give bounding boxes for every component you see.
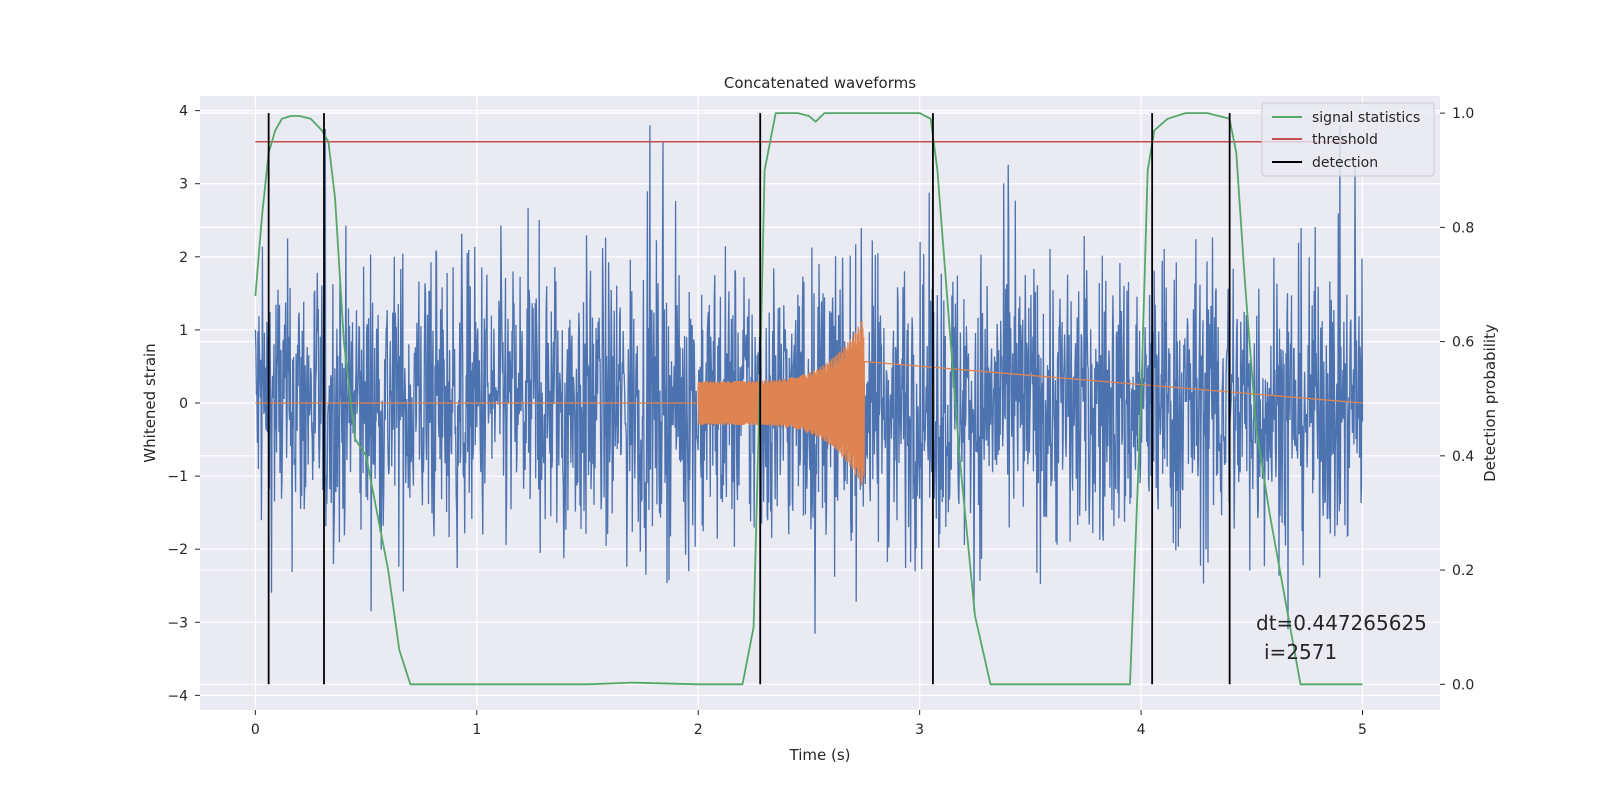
x-tick-label: 2: [694, 722, 703, 738]
y-right-tick-label: 1.0: [1452, 106, 1474, 122]
series-signal-statistics-line: [254, 112, 1363, 686]
legend: signal statistics threshold detection: [1261, 102, 1435, 177]
y-tick-label: 3: [179, 177, 188, 193]
plot-area: [254, 112, 1364, 686]
y-tick-label: −1: [167, 469, 188, 485]
y-tick-label: −4: [167, 688, 188, 704]
y-right-tick-label: 0.0: [1452, 677, 1474, 693]
axes: 0 1 2 3 4 5 −4 −3 −2 −1 0 1 2 3 4 0.0 0.2 0.4 0.6 0.8 1.0: [167, 104, 1474, 738]
series-signal-line: [255, 320, 1363, 486]
y-axis-right-label: Detection probability: [1481, 324, 1499, 482]
annotation-i: i=2571: [1264, 640, 1337, 664]
y-right-tick-label: 0.2: [1452, 563, 1474, 579]
y-tick-label: 0: [179, 396, 188, 412]
y-right-tick-label: 0.4: [1452, 449, 1474, 465]
legend-label-signal-statistics: signal statistics: [1312, 110, 1420, 126]
y-tick-label: 1: [179, 323, 188, 339]
y-right-tick-label: 0.6: [1452, 335, 1474, 351]
y-right-tick-label: 0.8: [1452, 220, 1474, 236]
y-axis-label: Whitened strain: [141, 343, 159, 462]
annotation-dt: dt=0.447265625: [1256, 611, 1427, 635]
y-tick-label: −2: [167, 542, 188, 558]
y-tick-label: −3: [167, 615, 188, 631]
legend-label-detection: detection: [1312, 155, 1378, 171]
x-tick-label: 0: [251, 722, 260, 738]
x-tick-label: 4: [1137, 722, 1146, 738]
x-tick-label: 3: [915, 722, 924, 738]
legend-box: [1261, 102, 1435, 177]
legend-label-threshold: threshold: [1312, 132, 1378, 148]
y-tick-label: 4: [179, 104, 188, 120]
x-axis-label: Time (s): [789, 746, 851, 764]
x-tick-label: 1: [472, 722, 481, 738]
x-tick-label: 5: [1358, 722, 1367, 738]
y-tick-label: 2: [179, 250, 188, 266]
chart-title: Concatenated waveforms: [724, 74, 916, 92]
